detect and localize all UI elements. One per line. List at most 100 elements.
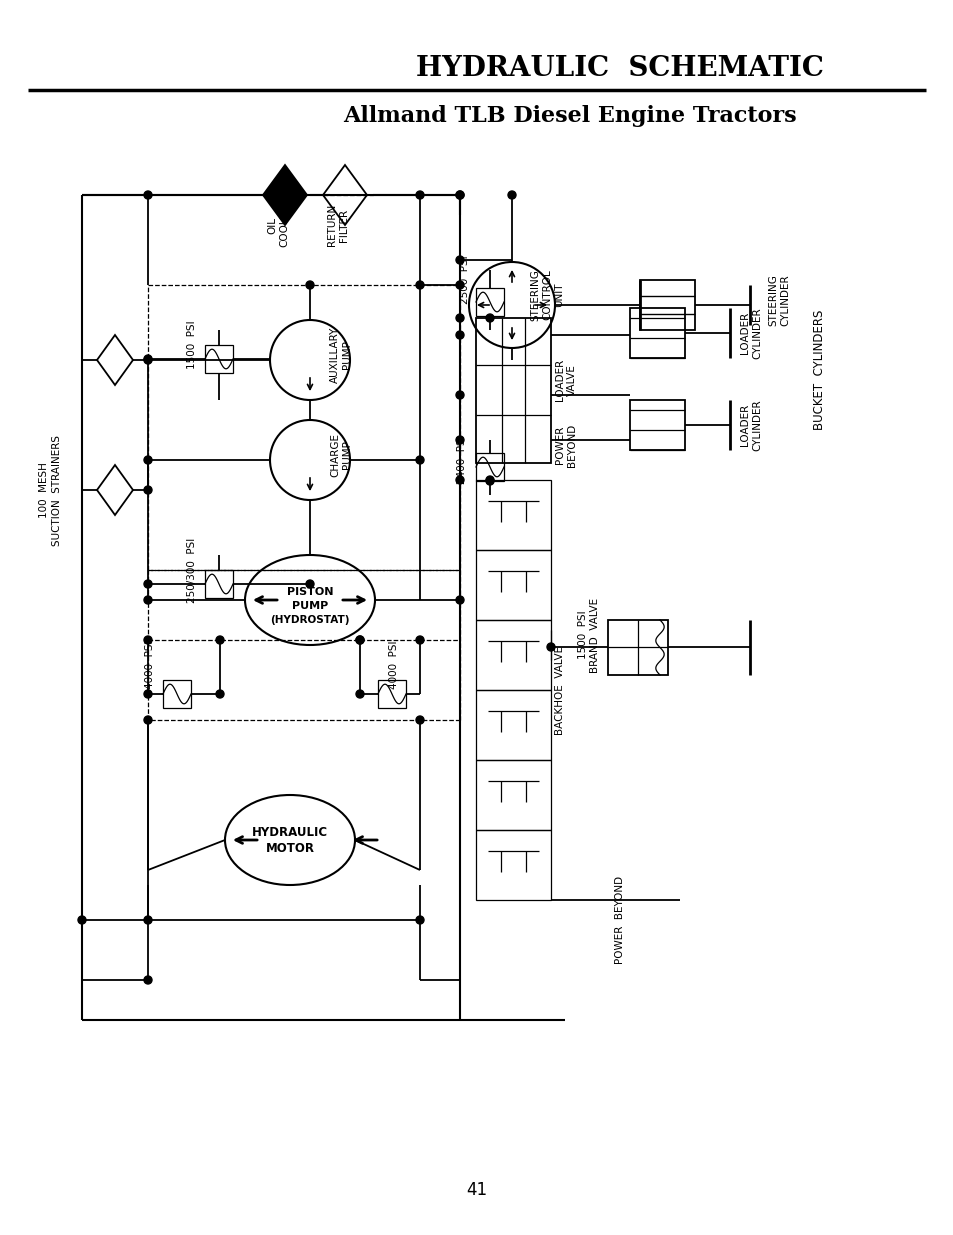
Circle shape (416, 716, 423, 724)
Text: AUXILLARY: AUXILLARY (330, 327, 339, 383)
Circle shape (215, 636, 224, 643)
Bar (476, 288, 503, 316)
Text: HYDRAULIC  SCHEMATIC: HYDRAULIC SCHEMATIC (416, 56, 823, 82)
Text: PUMP: PUMP (341, 341, 352, 369)
Text: LOADER: LOADER (555, 359, 564, 401)
Bar (639, 280, 695, 330)
Bar (476, 480, 551, 550)
Circle shape (144, 716, 152, 724)
Bar (476, 620, 551, 690)
Text: HYDRAULIC: HYDRAULIC (252, 825, 328, 839)
Circle shape (144, 976, 152, 984)
Circle shape (144, 916, 152, 924)
Text: 250/300  PSI: 250/300 PSI (187, 537, 196, 603)
Circle shape (456, 436, 463, 445)
Circle shape (144, 597, 152, 604)
Text: PUMP: PUMP (292, 601, 328, 611)
Text: 4000  PSI: 4000 PSI (389, 641, 398, 689)
Circle shape (456, 597, 463, 604)
Circle shape (416, 456, 423, 464)
Circle shape (306, 282, 314, 289)
Text: PISTON: PISTON (287, 587, 333, 597)
Bar (476, 317, 551, 463)
Text: LOADER: LOADER (740, 312, 749, 354)
Bar (476, 690, 551, 760)
Circle shape (144, 580, 152, 588)
Bar (205, 571, 233, 598)
Bar (629, 400, 684, 450)
Circle shape (355, 636, 364, 643)
Bar (476, 830, 551, 900)
Circle shape (144, 354, 152, 363)
Circle shape (144, 690, 152, 698)
Circle shape (485, 475, 494, 484)
Text: 2500  PSI: 2500 PSI (459, 256, 470, 304)
Circle shape (456, 191, 463, 199)
Text: BUCKET  CYLINDERS: BUCKET CYLINDERS (813, 310, 825, 430)
Text: 1500  PSI: 1500 PSI (578, 610, 587, 659)
Text: CONTROL: CONTROL (541, 269, 552, 320)
Circle shape (416, 191, 423, 199)
Text: CHARGE: CHARGE (330, 433, 339, 477)
Text: 41: 41 (466, 1181, 487, 1199)
Circle shape (144, 487, 152, 494)
Bar (607, 620, 667, 676)
Text: POWER: POWER (555, 426, 564, 464)
Bar (476, 760, 551, 830)
Circle shape (416, 282, 423, 289)
Bar (377, 680, 406, 708)
Circle shape (485, 314, 494, 322)
Circle shape (144, 191, 152, 199)
Circle shape (456, 391, 463, 399)
Bar (205, 345, 233, 373)
Text: 2400  PSI: 2400 PSI (456, 436, 467, 484)
Text: RETURN: RETURN (327, 204, 336, 246)
Text: LOADER: LOADER (740, 404, 749, 446)
Polygon shape (263, 165, 307, 225)
Text: 100  MESH: 100 MESH (39, 462, 49, 517)
Circle shape (456, 282, 463, 289)
Circle shape (144, 636, 152, 643)
Text: STEERING: STEERING (530, 269, 539, 321)
Text: VALVE: VALVE (566, 364, 577, 396)
Text: PUMP: PUMP (341, 441, 352, 469)
Text: MOTOR: MOTOR (265, 841, 314, 855)
Text: OIL: OIL (267, 216, 276, 233)
Circle shape (215, 690, 224, 698)
Text: FILTER: FILTER (338, 209, 349, 242)
Text: UNIT: UNIT (554, 283, 563, 308)
Text: COOLER: COOLER (278, 204, 289, 247)
Text: CYLINDER: CYLINDER (751, 399, 761, 451)
Text: CYLINDER: CYLINDER (780, 274, 789, 326)
Text: STEERING: STEERING (767, 274, 778, 326)
Bar (476, 453, 503, 480)
Circle shape (144, 356, 152, 364)
Text: BEYOND: BEYOND (566, 424, 577, 467)
Bar (163, 680, 191, 708)
Circle shape (507, 191, 516, 199)
Circle shape (456, 475, 463, 484)
Circle shape (355, 690, 364, 698)
Text: Allmand TLB Diesel Engine Tractors: Allmand TLB Diesel Engine Tractors (343, 105, 796, 127)
Circle shape (456, 314, 463, 322)
Text: CYLINDER: CYLINDER (751, 308, 761, 359)
Text: SUCTION  STRAINERS: SUCTION STRAINERS (52, 435, 62, 546)
Bar (476, 550, 551, 620)
Circle shape (456, 331, 463, 338)
Circle shape (78, 916, 86, 924)
Circle shape (355, 636, 364, 643)
Text: POWER  BEYOND: POWER BEYOND (615, 876, 624, 965)
Circle shape (456, 256, 463, 264)
Text: 4000  PSI: 4000 PSI (145, 641, 154, 689)
Circle shape (546, 643, 555, 651)
Text: (HYDROSTAT): (HYDROSTAT) (270, 615, 350, 625)
Circle shape (416, 916, 423, 924)
Text: 1500  PSI: 1500 PSI (187, 321, 196, 369)
Text: BACKHOE  VALVE: BACKHOE VALVE (555, 646, 564, 735)
Circle shape (456, 191, 463, 199)
Circle shape (144, 456, 152, 464)
Circle shape (416, 636, 423, 643)
Circle shape (306, 580, 314, 588)
Bar (629, 308, 684, 358)
Text: BRAND  VALVE: BRAND VALVE (589, 598, 599, 673)
